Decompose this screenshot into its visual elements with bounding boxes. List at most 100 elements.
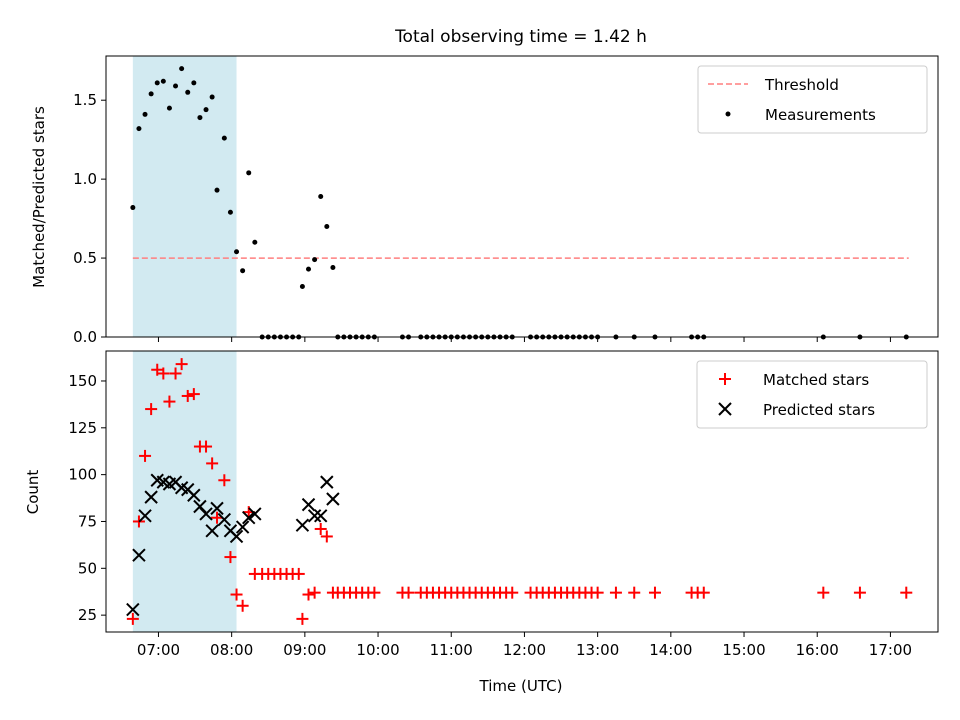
measurement-point bbox=[166, 105, 172, 111]
measurement-point bbox=[154, 80, 160, 86]
matched-star-point bbox=[181, 389, 194, 402]
measurement-point bbox=[214, 187, 220, 193]
measurement-point bbox=[240, 268, 246, 274]
measurement-point bbox=[306, 266, 312, 272]
top-y-axis: 0.0 0.5 1.0 1.5 bbox=[73, 91, 106, 346]
matched-star-point bbox=[853, 586, 866, 599]
matched-star-point bbox=[206, 457, 219, 470]
measurement-point bbox=[246, 170, 252, 176]
measurement-point bbox=[330, 265, 336, 271]
matched-star-point bbox=[506, 586, 519, 599]
predicted-star-point bbox=[320, 475, 334, 489]
matched-star-point bbox=[292, 567, 305, 580]
x-tick-label: 15:00 bbox=[722, 641, 765, 659]
top-y-axis-label: Matched/Predicted stars bbox=[30, 106, 48, 288]
bottom-axes-frame bbox=[105, 350, 939, 633]
measurement-point bbox=[318, 194, 324, 199]
measurement-point bbox=[130, 205, 136, 211]
matched-star-point bbox=[302, 588, 315, 601]
x-tick-label: 14:00 bbox=[649, 641, 692, 659]
predicted-star-point bbox=[307, 509, 322, 523]
predicted-star-point bbox=[229, 529, 244, 544]
predicted-star-point bbox=[295, 518, 310, 532]
measurement-point bbox=[312, 257, 318, 263]
y-tick-label: 25 bbox=[78, 606, 97, 624]
legend-matched-swatch bbox=[719, 373, 731, 385]
matched-star-point bbox=[139, 449, 152, 462]
matched-star-point bbox=[163, 395, 176, 408]
matched-star-point bbox=[591, 586, 604, 599]
x-tick-label: 10:00 bbox=[356, 641, 399, 659]
top-legend-box bbox=[697, 65, 928, 134]
measurement-point bbox=[136, 126, 142, 132]
y-tick-label: 0.5 bbox=[73, 249, 97, 267]
matched-star-point bbox=[628, 586, 641, 599]
measurement-point bbox=[179, 66, 185, 72]
measurement-point bbox=[203, 107, 209, 113]
predicted-star-point bbox=[199, 507, 213, 521]
matched-star-point bbox=[151, 363, 164, 376]
predicted-star-point bbox=[314, 509, 328, 523]
y-tick-label: 1.0 bbox=[73, 170, 97, 188]
matched-star-point bbox=[211, 511, 224, 524]
predicted-star-point bbox=[187, 488, 201, 502]
y-tick-label: 50 bbox=[78, 559, 97, 577]
measurement-point bbox=[197, 115, 203, 121]
matched-star-point bbox=[308, 586, 321, 599]
measurement-point bbox=[221, 135, 227, 141]
legend-predicted-label: Predicted stars bbox=[763, 401, 875, 419]
top-highlight-span bbox=[132, 56, 237, 337]
predicted-star-point bbox=[132, 548, 146, 562]
chart-title: Total observing time = 1.42 h bbox=[394, 27, 647, 47]
measurement-point bbox=[227, 209, 233, 215]
measurement-point bbox=[191, 80, 197, 86]
matched-star-point bbox=[200, 440, 213, 453]
x-tick-label: 11:00 bbox=[430, 641, 473, 659]
matched-star-point bbox=[157, 367, 170, 380]
y-tick-label: 150 bbox=[68, 372, 97, 390]
predicted-star-point bbox=[138, 509, 152, 523]
y-tick-label: 125 bbox=[68, 419, 97, 437]
measurement-point bbox=[252, 239, 258, 245]
y-tick-label: 1.5 bbox=[73, 91, 97, 109]
matched-star-point bbox=[175, 358, 188, 371]
matched-star-point bbox=[224, 551, 237, 564]
measurement-point bbox=[173, 83, 179, 89]
legend-matched-label: Matched stars bbox=[763, 371, 869, 389]
matched-star-point bbox=[296, 612, 309, 625]
predicted-star-point bbox=[242, 511, 256, 525]
predicted-star-point bbox=[248, 507, 262, 521]
measurement-point bbox=[209, 94, 215, 100]
matched-star-point bbox=[368, 586, 381, 599]
top-legend: Threshold Measurements bbox=[697, 65, 928, 134]
measurement-point bbox=[185, 89, 191, 95]
x-tick-label: 12:00 bbox=[503, 641, 546, 659]
y-tick-label: 75 bbox=[78, 512, 97, 530]
predicted-star-point bbox=[235, 520, 250, 534]
x-tick-label: 09:00 bbox=[283, 641, 326, 659]
matched-star-point bbox=[900, 586, 913, 599]
measurement-point bbox=[234, 249, 240, 255]
predicted-star-point bbox=[326, 492, 340, 506]
matched-star-point bbox=[187, 388, 200, 401]
predicted-star-point bbox=[210, 501, 224, 516]
measurement-point bbox=[299, 283, 305, 289]
matched-star-point bbox=[126, 612, 139, 625]
matched-star-point bbox=[236, 599, 249, 612]
predicted-star-point bbox=[126, 602, 140, 617]
x-axis-label: Time (UTC) bbox=[479, 677, 563, 695]
predicted-star-point bbox=[301, 497, 316, 512]
predicted-star-point bbox=[217, 512, 232, 527]
bottom-y-axis-label: Count bbox=[24, 470, 42, 515]
x-tick-label: 16:00 bbox=[796, 641, 839, 659]
x-tick-label: 17:00 bbox=[869, 641, 912, 659]
top-panel: Total observing time = 1.42 h 0.0 0.5 1.0 1… bbox=[30, 27, 939, 346]
matched-star-point bbox=[314, 522, 327, 535]
bottom-y-axis: 25 50 75 100 125 150 bbox=[68, 372, 106, 624]
matched-star-point bbox=[402, 586, 415, 599]
bottom-legend: Matched stars Predicted stars bbox=[696, 360, 928, 429]
matched-star-point bbox=[230, 588, 243, 601]
matched-star-point bbox=[169, 367, 182, 380]
bottom-panel: 25 50 75 100 125 150 07:00 08:00 09:00 10:00 11:0… bbox=[24, 350, 939, 695]
legend-threshold-label: Threshold bbox=[764, 76, 839, 94]
